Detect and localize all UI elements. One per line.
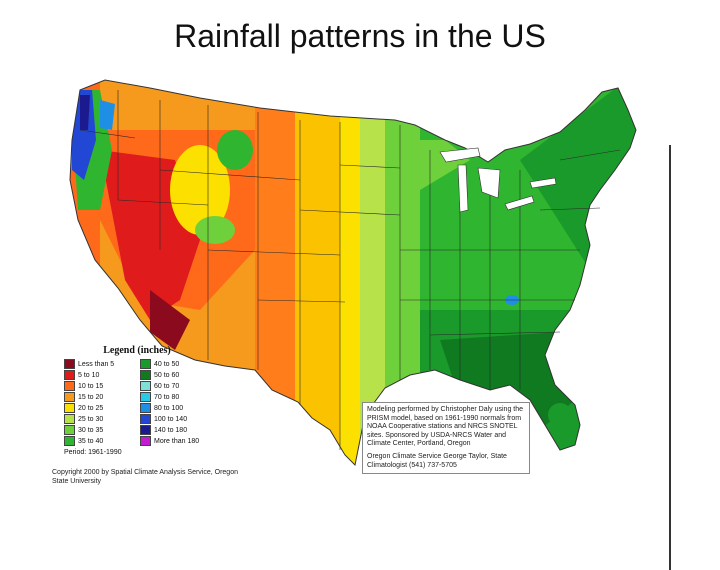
legend-label: 30 to 35 [78, 426, 104, 434]
credits-paragraph-1: Modeling performed by Christopher Daly u… [367, 406, 524, 448]
legend-item: 5 to 10 [64, 370, 134, 380]
legend-swatch [140, 403, 151, 413]
legend-swatch [140, 436, 151, 446]
legend-swatch [140, 359, 151, 369]
legend-label: 50 to 60 [154, 371, 180, 379]
legend-label: 10 to 15 [78, 382, 104, 390]
legend-label: Less than 5 [78, 360, 115, 368]
legend-label: 100 to 140 [154, 415, 188, 423]
legend: Legend (inches) Less than 5 40 to 50 5 to … [64, 345, 210, 456]
legend-item: 10 to 15 [64, 381, 134, 391]
legend-item: 25 to 30 [64, 414, 134, 424]
legend-label: More than 180 [154, 437, 200, 445]
legend-item: More than 180 [140, 436, 210, 446]
legend-title: Legend (inches) [103, 345, 171, 356]
legend-label: 5 to 10 [78, 371, 100, 379]
legend-item: 70 to 80 [140, 392, 210, 402]
legend-label: 70 to 80 [154, 393, 180, 401]
legend-swatch [140, 370, 151, 380]
right-rule [669, 145, 671, 570]
credits-note: Modeling performed by Christopher Daly u… [362, 402, 530, 475]
copyright-text: Copyright 2000 by Spatial Climate Analys… [52, 469, 238, 485]
rainfall-map [0, 70, 720, 570]
legend-swatch [64, 359, 75, 369]
legend-label: 140 to 180 [154, 426, 188, 434]
legend-label: 80 to 100 [154, 404, 184, 412]
legend-swatch [140, 414, 151, 424]
legend-swatch [64, 392, 75, 402]
legend-item: 20 to 25 [64, 403, 134, 413]
legend-item: 40 to 50 [140, 359, 210, 369]
legend-item: 100 to 140 [140, 414, 210, 424]
legend-item: 140 to 180 [140, 425, 210, 435]
legend-period: Period: 1961-1990 [64, 449, 122, 456]
legend-item: 60 to 70 [140, 381, 210, 391]
state-borders [79, 90, 621, 450]
legend-swatch [64, 414, 75, 424]
legend-label: 15 to 20 [78, 393, 104, 401]
legend-item: 80 to 100 [140, 403, 210, 413]
legend-swatch [64, 403, 75, 413]
legend-label: 35 to 40 [78, 437, 104, 445]
legend-label: 60 to 70 [154, 382, 180, 390]
legend-grid: Less than 5 40 to 50 5 to 10 50 to 60 10 to … [64, 359, 210, 446]
legend-swatch [64, 425, 75, 435]
legend-item: 35 to 40 [64, 436, 134, 446]
us-precipitation-map [69, 79, 637, 467]
legend-item: 50 to 60 [140, 370, 210, 380]
legend-label: 20 to 25 [78, 404, 104, 412]
legend-swatch [64, 436, 75, 446]
legend-label: 40 to 50 [154, 360, 180, 368]
legend-item: Less than 5 [64, 359, 134, 369]
legend-item: 15 to 20 [64, 392, 134, 402]
legend-swatch [140, 425, 151, 435]
great-lakes [439, 147, 557, 213]
legend-label: 25 to 30 [78, 415, 104, 423]
legend-swatch [140, 381, 151, 391]
credits-paragraph-2: Oregon Climate Service George Taylor, St… [367, 452, 507, 469]
legend-swatch [64, 370, 75, 380]
slide-title: Rainfall patterns in the US [174, 18, 546, 54]
legend-swatch [64, 381, 75, 391]
legend-item: 30 to 35 [64, 425, 134, 435]
legend-swatch [140, 392, 151, 402]
us-outline [69, 79, 637, 467]
